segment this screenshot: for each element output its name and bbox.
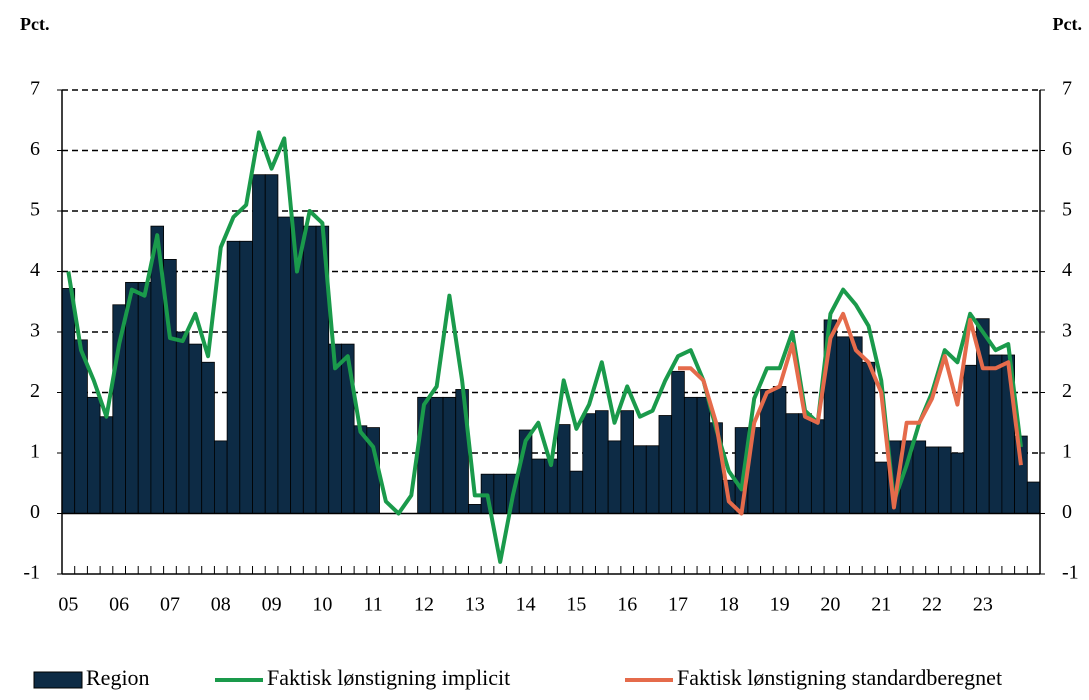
- y2-tick-label: 5: [1062, 199, 1072, 221]
- x-tick-label: 10: [312, 594, 332, 616]
- bar: [645, 445, 660, 514]
- bar: [544, 458, 558, 514]
- bar: [620, 410, 634, 514]
- bar: [582, 413, 596, 514]
- y-tick-label: 0: [30, 501, 40, 523]
- y2-tick-label: 0: [1062, 501, 1072, 523]
- bar: [810, 419, 825, 514]
- y2-axis-title: Pct.: [1053, 14, 1082, 34]
- y-tick-label: 6: [30, 138, 40, 160]
- bar: [429, 396, 444, 514]
- y2-tick-label: 7: [1062, 78, 1072, 100]
- bar: [74, 339, 88, 514]
- bar: [214, 440, 228, 514]
- bar: [531, 458, 546, 514]
- bar: [175, 331, 190, 514]
- bar: [988, 354, 1003, 514]
- y-tick-label: 2: [30, 380, 40, 402]
- bar: [874, 461, 888, 514]
- bar: [925, 446, 939, 514]
- bar: [633, 445, 647, 514]
- bar: [798, 413, 812, 514]
- bar: [671, 370, 685, 514]
- bar: [950, 452, 965, 514]
- x-tick-label: 18: [719, 594, 739, 616]
- bar: [137, 281, 152, 514]
- y2-tick-label: -1: [1062, 562, 1079, 584]
- legend-label: Faktisk lønstigning implicit: [267, 665, 510, 690]
- bar: [607, 440, 622, 514]
- x-tick-label: 20: [820, 594, 840, 616]
- bar: [188, 343, 203, 514]
- x-tick-label: 13: [465, 594, 485, 616]
- y-tick-label: -1: [23, 562, 40, 584]
- y-tick-label: 7: [30, 78, 40, 100]
- y-tick-label: 5: [30, 199, 40, 221]
- x-tick-label: 08: [211, 594, 231, 616]
- bar: [302, 225, 317, 514]
- x-tick-label: 12: [414, 594, 434, 616]
- bar: [264, 174, 279, 514]
- bar: [556, 424, 571, 514]
- line-series: [678, 311, 1023, 516]
- legend-label: Faktisk lønstigning standardberegnet: [677, 665, 1002, 690]
- y2-tick-label: 1: [1062, 441, 1072, 463]
- bar: [493, 473, 507, 514]
- bar: [861, 361, 876, 514]
- bar: [709, 422, 723, 514]
- bar: [683, 396, 698, 514]
- bar: [772, 386, 787, 514]
- x-tick-label: 11: [364, 594, 383, 616]
- bar: [239, 240, 253, 514]
- x-tick-label: 07: [160, 594, 180, 616]
- bar: [341, 343, 355, 514]
- bar: [87, 396, 101, 514]
- bar: [849, 336, 863, 514]
- bar: [277, 216, 292, 514]
- x-tick-label: 09: [262, 594, 282, 616]
- y-tick-label: 1: [30, 441, 40, 463]
- bar: [658, 415, 673, 514]
- x-tick-label: 22: [922, 594, 942, 616]
- x-tick-label: 05: [58, 594, 78, 616]
- x-tick-label: 23: [973, 594, 993, 616]
- x-tick-label: 06: [109, 594, 129, 616]
- bar: [61, 288, 76, 514]
- y-tick-label: 3: [30, 320, 40, 342]
- x-tick-label: 15: [566, 594, 586, 616]
- bar: [99, 416, 114, 514]
- y2-tick-label: 3: [1062, 320, 1072, 342]
- legend-swatch: [33, 671, 83, 689]
- bar: [696, 396, 711, 514]
- bar: [569, 470, 584, 514]
- legend-label: Region: [86, 665, 150, 690]
- bar: [226, 240, 241, 514]
- line-series: [66, 130, 1023, 564]
- x-tick-label: 19: [770, 594, 790, 616]
- y2-tick-label: 4: [1062, 259, 1072, 281]
- x-tick-label: 17: [668, 594, 688, 616]
- bar: [1026, 481, 1041, 514]
- bar: [963, 364, 977, 514]
- y-tick-label: 4: [30, 259, 40, 281]
- bar: [1014, 435, 1028, 514]
- bar: [912, 440, 927, 514]
- y-axis-title: Pct.: [20, 14, 49, 34]
- bar: [252, 174, 266, 514]
- bar: [595, 410, 609, 514]
- x-tick-label: 21: [871, 594, 891, 616]
- bar: [201, 361, 215, 514]
- bar: [442, 396, 457, 514]
- bar: [468, 504, 482, 514]
- x-tick-label: 16: [617, 594, 637, 616]
- y2-tick-label: 6: [1062, 138, 1072, 160]
- bar: [836, 336, 850, 514]
- x-tick-label: 14: [516, 594, 536, 616]
- y2-tick-label: 2: [1062, 380, 1072, 402]
- bar: [785, 413, 800, 514]
- bar: [937, 446, 952, 514]
